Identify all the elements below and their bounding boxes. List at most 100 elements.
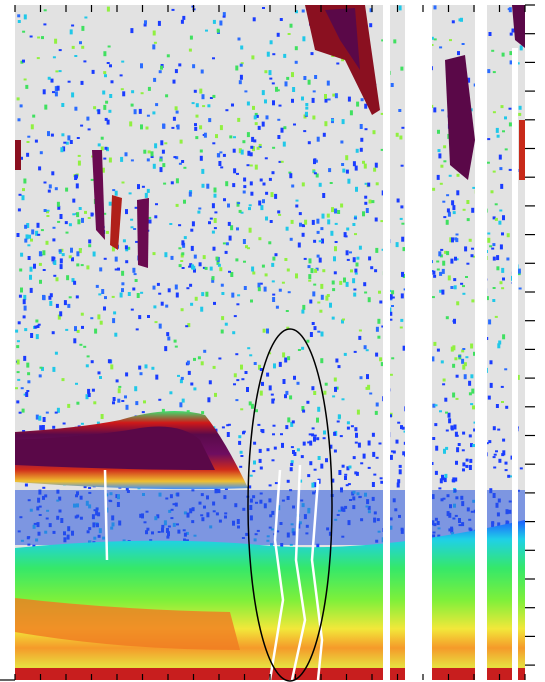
speckle [373, 473, 377, 476]
speckle [135, 328, 139, 331]
speckle [238, 148, 242, 154]
speckle [284, 394, 287, 399]
speckle [397, 421, 401, 424]
speckle [23, 355, 27, 361]
speckle [18, 411, 22, 414]
speckle [105, 100, 109, 104]
speckle [148, 219, 152, 224]
speckle [391, 450, 394, 453]
speckle [55, 70, 59, 73]
speckle [248, 401, 252, 406]
speckle [288, 171, 292, 174]
speckle [21, 408, 25, 413]
speckle [354, 268, 358, 273]
speckle [310, 268, 314, 274]
speckle [511, 28, 515, 33]
speckle [22, 59, 25, 63]
speckle [75, 183, 79, 189]
speckle [221, 316, 225, 321]
speckle [112, 189, 116, 192]
speckle [115, 379, 119, 383]
speckle [203, 349, 207, 353]
speckle [509, 60, 513, 65]
speckle [400, 293, 404, 299]
speckle [39, 425, 43, 431]
speckle [291, 72, 294, 78]
speckle [29, 287, 33, 293]
speckle [441, 478, 445, 481]
speckle [313, 468, 317, 471]
speckle [23, 178, 27, 184]
speckle [97, 143, 101, 147]
speckle [41, 36, 44, 40]
speckle [41, 425, 45, 430]
speckle [507, 8, 511, 11]
speckle [251, 266, 255, 272]
speckle [492, 256, 496, 261]
speckle [314, 268, 318, 273]
speckle [287, 417, 291, 423]
speckle [78, 248, 82, 254]
speckle [50, 78, 54, 83]
speckle [389, 414, 392, 418]
speckle [59, 264, 63, 270]
speckle [158, 323, 162, 329]
speckle [52, 56, 56, 59]
speckle [306, 339, 310, 343]
speckle [439, 289, 443, 293]
speckle [27, 380, 31, 384]
speckle [57, 314, 61, 320]
speckle [103, 104, 107, 110]
speckle [171, 126, 175, 129]
speckle [25, 392, 29, 397]
speckle [374, 217, 378, 222]
speckle [138, 365, 142, 370]
speckle [200, 306, 204, 312]
speckle [255, 114, 259, 118]
speckle [395, 439, 399, 444]
speckle [200, 69, 204, 74]
speckle [140, 124, 143, 130]
speckle [313, 436, 316, 442]
speckle [214, 211, 218, 214]
speckle [309, 332, 313, 337]
gap [405, 5, 432, 680]
speckle [104, 146, 108, 150]
orange-band [15, 598, 240, 650]
speckle [175, 203, 179, 207]
speckle [18, 294, 22, 298]
speckle [80, 312, 84, 316]
speckle [442, 260, 446, 266]
speckle [106, 119, 110, 125]
speckle [452, 477, 456, 483]
speckle [173, 339, 177, 343]
speckle [253, 460, 256, 465]
speckle [161, 408, 165, 412]
speckle [42, 417, 46, 422]
speckle [29, 274, 32, 280]
speckle [296, 448, 300, 452]
speckle [246, 387, 249, 392]
speckle [317, 456, 321, 460]
speckle [367, 384, 371, 390]
speckle [160, 140, 164, 146]
speckle [178, 224, 182, 227]
speckle [175, 178, 179, 184]
speckle [304, 219, 308, 225]
speckle [88, 244, 92, 248]
speckle [271, 171, 275, 175]
speckle [302, 409, 306, 413]
speckle [155, 103, 159, 107]
speckle [302, 36, 306, 42]
speckle [233, 373, 237, 378]
speckle [301, 96, 304, 101]
speckle [247, 150, 251, 156]
speckle [51, 331, 55, 335]
speckle [158, 292, 162, 295]
speckle [54, 91, 58, 97]
speckle [434, 470, 438, 475]
speckle [354, 471, 358, 475]
speckle [375, 247, 379, 253]
speckle [334, 386, 337, 392]
speckle [97, 371, 101, 375]
